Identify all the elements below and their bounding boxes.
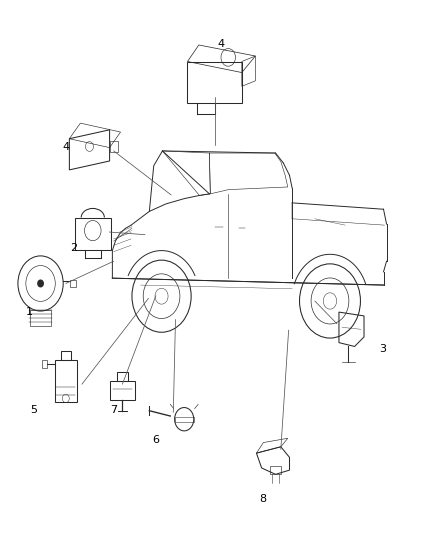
Text: 1: 1: [26, 306, 33, 317]
Bar: [270, 466, 281, 474]
Text: 4: 4: [62, 142, 69, 152]
Text: 6: 6: [152, 435, 159, 446]
Bar: [70, 280, 76, 287]
Bar: [55, 360, 77, 402]
Text: 8: 8: [259, 494, 266, 504]
Text: 5: 5: [31, 405, 38, 415]
Bar: [42, 360, 47, 368]
Bar: [110, 381, 135, 400]
Text: 4: 4: [218, 39, 225, 49]
Text: 7: 7: [110, 405, 117, 415]
Text: 2: 2: [70, 243, 77, 253]
Bar: [110, 141, 118, 152]
Circle shape: [38, 280, 43, 287]
Text: 3: 3: [379, 344, 386, 354]
Bar: [187, 61, 242, 103]
Bar: [74, 217, 111, 250]
Bar: [30, 310, 51, 326]
Bar: [61, 351, 71, 360]
Bar: [175, 417, 194, 422]
Bar: [117, 373, 128, 381]
